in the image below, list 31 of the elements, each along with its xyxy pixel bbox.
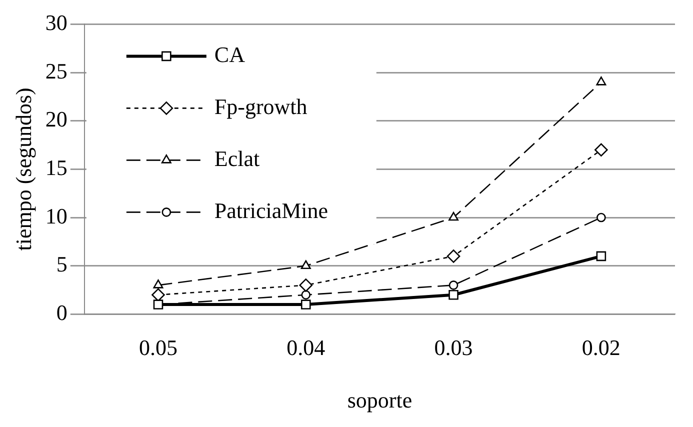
point [596,251,606,262]
point [299,278,313,292]
x-tick-label: 0.02 [582,335,620,360]
point [596,212,606,222]
y-tick-label: 20 [45,106,68,132]
y-tick-label: 0 [56,300,68,325]
point [301,290,311,300]
y-tick-label: 25 [45,58,68,84]
x-tick-label: 0.05 [138,335,178,360]
legend-label: PatriciaMine [214,198,328,223]
point [448,280,458,290]
point [594,143,608,157]
point [448,212,459,221]
legend-label: CA [214,42,246,67]
point [153,280,164,288]
point [446,250,460,263]
x-axis-title: soporte [347,388,412,413]
y-tick-label: 5 [56,252,68,277]
legend-label: Eclat [214,146,260,171]
point [300,260,311,270]
y-tick-label: 30 [45,10,68,35]
legend-label: Fp-growth [214,94,308,119]
x-tick-label: 0.04 [286,335,326,360]
x-tick-label: 0.03 [434,335,473,360]
y-axis-title: tiempo (segundos) [10,88,36,251]
y-tick-label: 15 [45,154,68,180]
point [596,76,606,86]
point [152,288,165,302]
y-tick-label: 10 [45,203,68,228]
point [448,290,458,300]
point [300,300,311,310]
